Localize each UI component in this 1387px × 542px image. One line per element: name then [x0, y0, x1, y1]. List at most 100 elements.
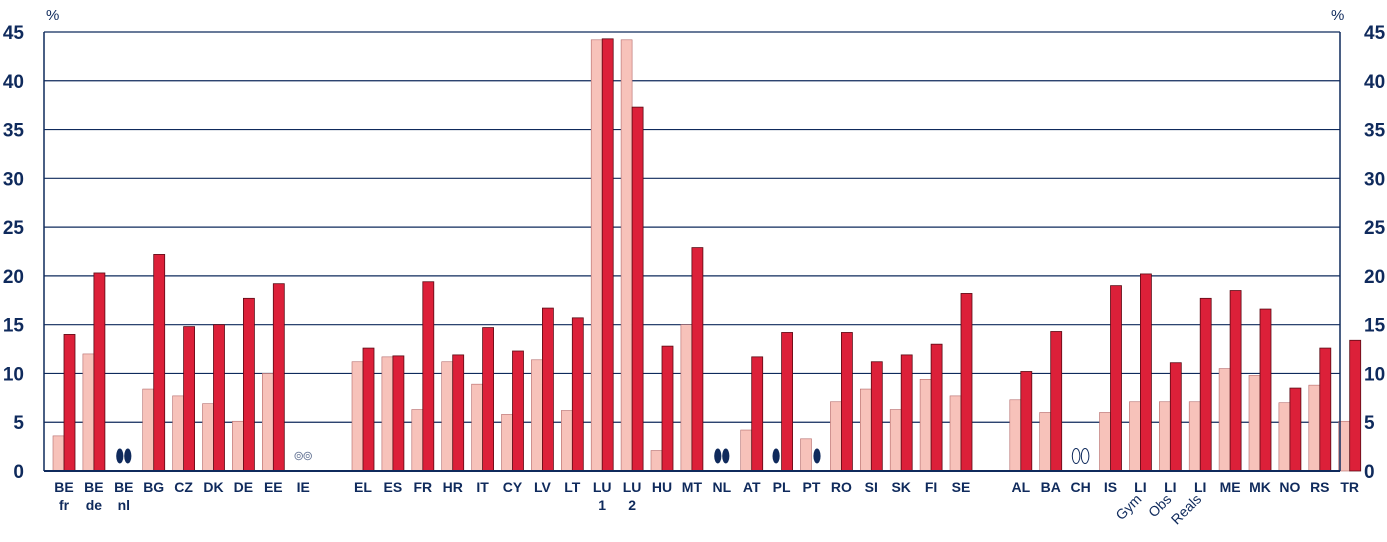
bar-dark [183, 326, 196, 472]
bar-dark [153, 254, 166, 472]
x-tick-label: IE [297, 479, 310, 495]
bar-dark [392, 355, 405, 472]
bar-light [830, 401, 842, 472]
x-tick-label: NO [1279, 479, 1300, 495]
bar-light [949, 395, 962, 472]
y-tick-label-right: 35 [1364, 121, 1386, 142]
x-tick-label: LT [564, 479, 581, 495]
x-tick-label: LV [534, 479, 552, 495]
bar-dark [1050, 331, 1063, 472]
x-tick-label: LU [623, 479, 642, 495]
bar-dark [1319, 347, 1332, 472]
y-tick-label-left: 15 [3, 316, 25, 337]
y-tick-label-right: 40 [1364, 72, 1385, 93]
y-tick-label-right: 10 [1364, 364, 1385, 385]
y-tick-label-left: 5 [13, 413, 24, 434]
y-tick-label-left: 35 [3, 121, 25, 142]
bar-light [560, 410, 573, 472]
bar-light [82, 353, 95, 472]
not-available-marker [116, 448, 124, 464]
bar-dark [1140, 273, 1152, 472]
x-tick-label: TR [1340, 479, 1359, 495]
bar-light [471, 383, 483, 472]
bar-light [1099, 412, 1111, 472]
x-tick-label: EL [354, 479, 372, 495]
x-tick-sublabel: Reals [1168, 491, 1205, 528]
bar-light [1278, 402, 1291, 472]
bar-light [1188, 401, 1201, 472]
bar-dark [542, 307, 554, 472]
y-tick-label-left: 0 [13, 462, 24, 483]
x-tick-sublabel: fr [59, 497, 70, 513]
bar-dark [1110, 285, 1122, 472]
bar-light [859, 388, 872, 472]
x-tick-label: MK [1249, 479, 1271, 495]
bar-dark [631, 106, 644, 472]
bar-light [261, 373, 274, 472]
y-tick-label-left: 25 [3, 218, 25, 239]
y-axis-left-unit: % [46, 7, 59, 24]
x-tick-label: IT [476, 479, 489, 495]
bar-light [800, 438, 812, 472]
bar-light [441, 361, 454, 472]
x-tick-sublabel: nl [118, 497, 130, 513]
bar-dark [213, 324, 225, 472]
bar-light [52, 435, 65, 472]
x-tick-label: PT [803, 479, 821, 495]
bar-dark [1020, 371, 1033, 472]
bar-dark [870, 361, 883, 472]
bar-light [501, 414, 513, 472]
bar-dark [661, 345, 674, 472]
bar-dark [1349, 339, 1362, 472]
bar-light [1009, 399, 1022, 472]
x-tick-label: EE [264, 479, 283, 495]
bar-dark [841, 332, 853, 472]
x-tick-label: CY [503, 479, 523, 495]
y-tick-label-right: 30 [1364, 169, 1385, 190]
bar-light [680, 324, 693, 472]
x-tick-label: SK [891, 479, 910, 495]
bar-dark [900, 354, 913, 472]
x-tick-label: ME [1220, 479, 1241, 495]
grid-lines [44, 31, 1340, 423]
x-axis-labels: BE fr BE de BE nl BG CZ DK DE EE IE EL ES FR HR IT CY LV LT… [54, 479, 1359, 527]
bar-dark [571, 317, 584, 472]
bar-dark [93, 272, 106, 472]
bar-light [650, 450, 663, 472]
bar-light [1218, 368, 1231, 472]
bar-light [202, 403, 214, 472]
x-tick-label: DE [234, 479, 253, 495]
x-tick-label: BG [143, 479, 164, 495]
y-tick-label-left: 20 [3, 267, 24, 288]
x-tick-label: LU [593, 479, 612, 495]
bar-light [1129, 401, 1141, 472]
axes [43, 32, 1341, 472]
bar-light [1159, 401, 1171, 472]
bar-light [1039, 412, 1051, 472]
bar-dark [362, 347, 375, 472]
x-tick-label: DK [203, 479, 223, 495]
x-tick-sublabel: 1 [598, 497, 606, 513]
bar-dark [272, 283, 285, 472]
x-tick-label: NL [712, 479, 731, 495]
x-tick-sublabel: de [86, 497, 103, 513]
bar-light [381, 356, 394, 472]
y-tick-label-right: 0 [1364, 462, 1375, 483]
x-tick-label: BA [1041, 479, 1061, 495]
x-tick-label: PL [773, 479, 791, 495]
bar-dark [452, 354, 465, 472]
x-tick-label: RS [1310, 479, 1329, 495]
x-tick-label: LI [1194, 479, 1206, 495]
x-tick-label: BE [114, 479, 133, 495]
y-tick-label-right: 25 [1364, 218, 1386, 239]
bar-light [232, 420, 244, 472]
bar-dark [691, 247, 704, 472]
not-available-marker [813, 448, 821, 464]
x-tick-label: AL [1011, 479, 1030, 495]
x-tick-label: SE [952, 479, 971, 495]
x-tick-label: HU [652, 479, 672, 495]
bar-dark [1199, 297, 1212, 472]
x-tick-label: IS [1104, 479, 1117, 495]
bar-dark [512, 350, 524, 472]
